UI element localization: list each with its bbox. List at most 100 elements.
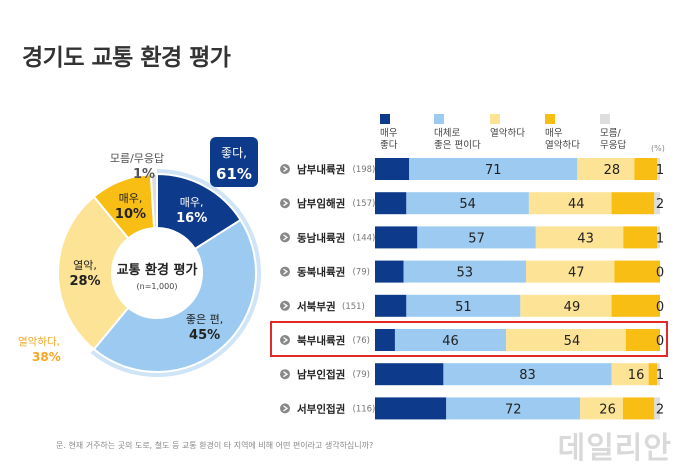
bar-label-dk: 2 [656,402,664,417]
legend-label-bad: 열악하다 [490,127,525,139]
bar-label-good: 53 [457,266,474,281]
row-bullet [280,403,290,414]
row-count-label: (76) [353,336,370,346]
row-bullet [280,232,290,243]
page-title: 경기도 교통 환경 평가 [22,45,231,71]
legend-label-dk: 무응답 [600,139,626,151]
row-count-label: (151) [342,302,365,312]
row-count-label: (144) [353,233,376,243]
bar-segment-dk [657,158,660,180]
row-bullet [280,300,290,311]
donut-label-very_good: 매우, [180,196,204,209]
bad-callout-pct: 38% [32,350,61,364]
bar-segment-good [409,158,578,180]
legend-swatch-very_bad [545,114,555,124]
donut-center-title: 교통 환경 평가 [117,262,198,278]
bar-label-bad: 43 [577,231,594,246]
bar-segment-very_good [375,397,447,420]
bar-segment-very_good [375,260,404,283]
row-region-label: 동북내륙권 [297,266,345,279]
row-bullet [280,369,290,380]
row-count-label: (79) [353,370,370,380]
legend-label-very_bad: 열악하다 [545,139,580,151]
bar-label-bad: 49 [564,300,581,315]
row-bullet-arrow [283,234,289,241]
bar-label-good: 71 [485,163,502,178]
bar-label-bad: 28 [604,163,621,178]
bar-segment-good [446,397,581,420]
donut-pct-dk: 1% [133,167,155,182]
bar-segment-bad [520,294,612,317]
bar-segment-bad [535,226,624,249]
donut-slice-bad [57,195,130,351]
row-bullet [280,198,290,209]
row-bullet [280,335,290,345]
footnote: 문. 현재 거주하는 곳의 도로, 철도 등 교통 환경이 타 지역에 비해 어… [56,441,374,450]
row-bullet-arrow [283,200,289,207]
bar-segment-good [417,226,536,249]
good-callout-label: 좋다, [221,146,247,160]
row-region-label: 동남내륙권 [297,231,345,244]
row-bullet-arrow [283,302,289,309]
bar-segment-dk [657,226,660,249]
row-bullet [280,164,290,174]
bar-segment-very_good [375,329,395,351]
donut-label-bad: 열악, [73,259,97,272]
bar-segment-bad [577,158,635,180]
bar-label-good: 46 [442,334,459,349]
bar-segment-bad [580,397,623,420]
legend-swatch-dk [600,114,610,124]
legend-label-good: 좋은 편이다 [434,139,481,151]
bar-label-dk: 0 [656,266,664,281]
bar-segment-very_good [375,192,407,215]
bar-label-bad: 16 [628,368,645,383]
bar-segment-bad [506,329,626,351]
bar-segment-very_bad [614,260,660,283]
bar-segment-bad [526,260,615,283]
donut-label-dk: 모름/무응답 [110,152,164,165]
legend-label-very_bad: 매우 [545,128,563,139]
bar-label-good: 57 [468,231,485,246]
row-region-label: 북부내륙권 [297,334,345,347]
bar-segment-good [443,363,612,386]
row-count-label: (116) [353,404,376,414]
row-bullet-arrow [283,371,289,378]
bar-segment-very_bad [634,158,658,180]
donut-center-subtitle: (n=1,000) [137,282,178,291]
bar-segment-very_bad [648,363,658,386]
donut-label-good: 좋은 편, [186,313,223,326]
bar-segment-good [406,192,529,215]
bar-label-good: 51 [455,300,472,315]
bar-label-bad: 47 [568,266,585,281]
bar-segment-very_bad [611,294,660,317]
bar-segment-bad [528,192,612,215]
bar-segment-dk [657,363,660,386]
bar-label-dk: 1 [656,163,664,178]
row-bullet-arrow [283,336,289,344]
bar-segment-bad [611,363,649,386]
row-bullet-arrow [283,165,289,173]
bar-segment-very_bad [623,226,658,249]
legend-label-good: 대체로 [434,128,460,139]
legend-label-very_good: 매우 [380,128,398,139]
bar-label-dk: 2 [656,197,664,212]
good-callout-pct: 61% [216,165,252,183]
bar-label-good: 72 [505,402,522,417]
legend-swatch-good [434,114,444,124]
donut-slice-dk [149,172,158,230]
row-region-label: 남부임해권 [297,197,345,210]
bar-segment-dk [654,192,660,215]
bar-label-bad: 44 [568,197,585,212]
bar-segment-very_bad [625,329,660,351]
donut-pct-very_good: 16% [176,211,207,226]
bar-segment-good [403,260,527,283]
bar-label-dk: 0 [656,334,664,349]
bar-label-dk: 1 [656,231,664,246]
bad-callout-label: 열악하다, [18,335,60,348]
legend-swatch-bad [490,114,500,124]
bar-segment-very_bad [622,397,655,420]
highlight-box [270,321,668,357]
row-count-label: (198) [353,165,376,175]
good-callout-box [210,137,258,187]
